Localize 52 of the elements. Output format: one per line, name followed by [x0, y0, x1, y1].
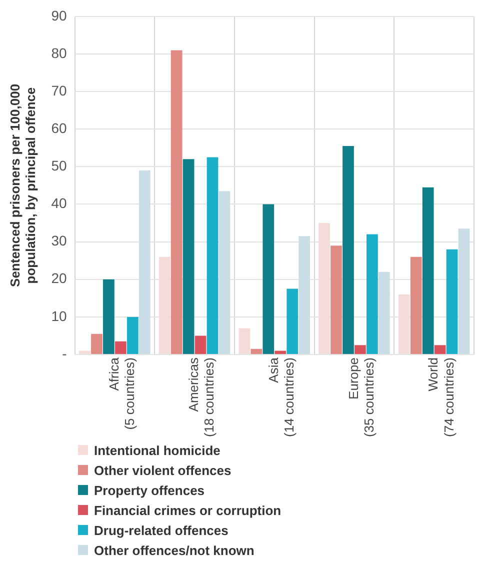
bar — [79, 350, 90, 354]
y-tick-label: 10 — [51, 308, 67, 324]
legend-label: Financial crimes or corruption — [94, 502, 282, 518]
legend-label: Other offences/not known — [94, 542, 254, 558]
bar — [138, 170, 150, 354]
y-axis-title: Sentenced prisoners per 100,000 population, by principal offence — [7, 84, 38, 287]
bar — [342, 146, 354, 354]
bar — [458, 228, 470, 354]
bar — [366, 234, 378, 354]
y-tick-label: - — [62, 345, 68, 362]
bar — [446, 249, 458, 354]
bar — [422, 187, 434, 354]
x-tick-label: Asia (14 countries) — [266, 356, 297, 438]
legend-label: Property offences — [94, 482, 205, 498]
y-tick-label: 50 — [51, 158, 67, 174]
bar — [238, 328, 250, 354]
bar — [318, 223, 330, 354]
bar — [298, 236, 310, 354]
x-tick-label: Europe (35 countries) — [346, 358, 376, 438]
bar — [250, 348, 262, 354]
y-tick-label: 20 — [51, 270, 67, 286]
bar — [206, 157, 218, 354]
bar — [218, 191, 230, 354]
bar — [91, 334, 102, 354]
bar — [354, 345, 366, 354]
bar — [103, 279, 114, 354]
x-tick-label: World (74 countries) — [426, 358, 456, 438]
y-tick-label: 60 — [51, 120, 67, 136]
bar — [194, 336, 206, 354]
bar — [274, 350, 286, 354]
bar — [398, 294, 410, 354]
y-tick-label: 80 — [51, 44, 67, 61]
bar — [170, 50, 182, 354]
y-tick-label: 70 — [51, 82, 67, 98]
legend-label: Intentional homicide — [94, 442, 220, 458]
bar — [126, 316, 138, 354]
bar — [434, 345, 446, 354]
x-tick-label: Africa (5 countries) — [106, 356, 137, 430]
bar — [114, 341, 126, 354]
bar — [286, 288, 298, 354]
bar — [158, 256, 170, 354]
bar — [262, 204, 274, 354]
legend-label: Other violent offences — [94, 462, 232, 478]
y-tick-label: 40 — [51, 195, 67, 212]
bar — [378, 272, 390, 354]
bar — [330, 246, 342, 354]
y-tick-label: 90 — [51, 7, 67, 24]
bar — [410, 256, 422, 354]
x-tick-label: Americas (18 countries) — [186, 357, 217, 438]
bar — [182, 159, 194, 354]
y-tick-label: 30 — [51, 232, 67, 249]
legend-label: Drug-related offences — [94, 522, 228, 538]
